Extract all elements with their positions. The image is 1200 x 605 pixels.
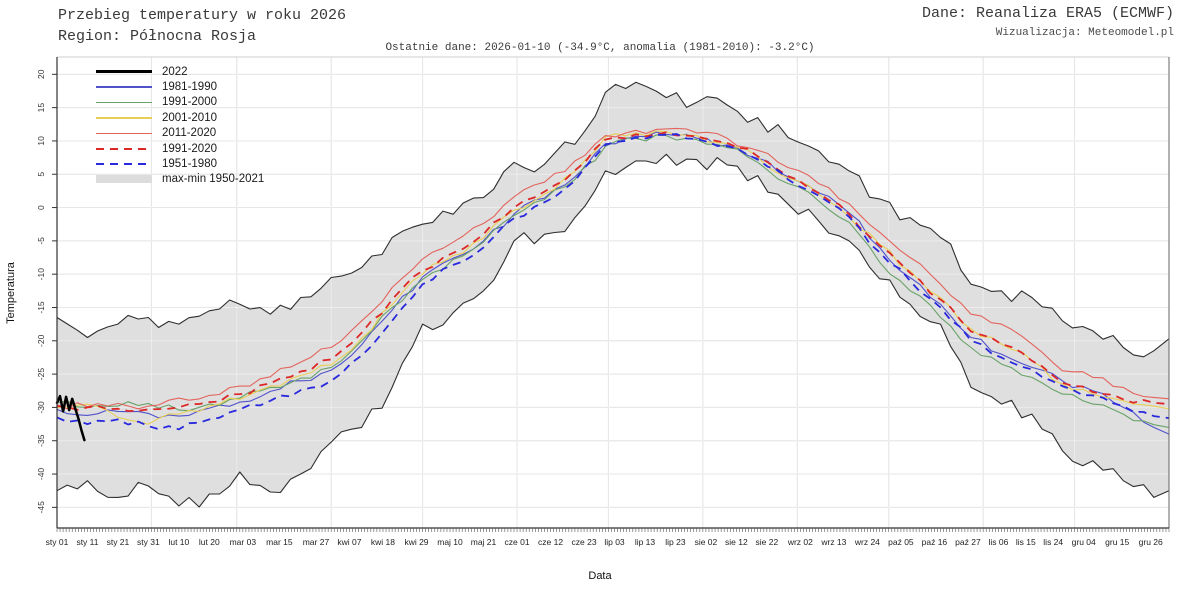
svg-text:cze 01: cze 01	[505, 537, 530, 547]
band-max-edge	[56, 81, 1170, 358]
svg-text:lis 15: lis 15	[1016, 537, 1036, 547]
legend-band-swatch	[96, 175, 152, 184]
svg-text:-40: -40	[36, 468, 46, 481]
svg-text:sty 11: sty 11	[76, 537, 98, 547]
series-2011-2020	[56, 127, 1170, 410]
svg-text:15: 15	[36, 103, 46, 113]
max-min-band	[57, 82, 1169, 508]
y-axis-ticks: 20 15 10 5 0 -5 -10 -15 -20 -25 -30 -35 -40 -45	[36, 69, 57, 513]
svg-text:paź 27: paź 27	[955, 537, 981, 547]
svg-text:lis 24: lis 24	[1043, 537, 1063, 547]
legend-label: 1951-1980	[162, 158, 217, 171]
svg-text:cze 23: cze 23	[572, 537, 597, 547]
page-title: Przebieg temperatury w roku 2026	[58, 7, 347, 24]
svg-text:mar 15: mar 15	[266, 537, 293, 547]
region-subtitle: Region: Północna Rosja	[58, 28, 257, 45]
visualization-credit: Wizualizacja: Meteomodel.pl	[995, 27, 1174, 39]
legend-item-2022: 2022	[96, 64, 264, 79]
series-2022	[55, 394, 86, 442]
svg-text:5: 5	[36, 172, 46, 177]
svg-text:-15: -15	[36, 301, 46, 314]
legend-label: 1991-2000	[162, 96, 217, 109]
last-data-annotation: Ostatnie dane: 2026-01-10 (-34.9°C, anom…	[385, 42, 815, 54]
svg-text:kwi 18: kwi 18	[371, 537, 395, 547]
legend-label: 2022	[162, 65, 188, 78]
legend-item-max-min-1950-2021: max-min 1950-2021	[96, 172, 264, 187]
svg-text:0: 0	[36, 205, 46, 210]
band-min-edge	[56, 153, 1170, 508]
x-axis-day-ticks	[56, 528, 1170, 532]
svg-text:gru 15: gru 15	[1105, 537, 1129, 547]
legend-line-sample	[96, 132, 152, 134]
svg-text:sty 01: sty 01	[46, 537, 69, 547]
title-block: Przebieg temperatury w roku 2026 Region:…	[58, 5, 346, 47]
legend-item-1991-2000: 1991-2000	[96, 95, 264, 110]
svg-text:lis 06: lis 06	[988, 537, 1008, 547]
svg-text:sie 12: sie 12	[725, 537, 748, 547]
svg-text:-30: -30	[36, 401, 46, 414]
svg-text:paź 05: paź 05	[888, 537, 914, 547]
svg-text:-25: -25	[36, 368, 46, 381]
svg-text:sty 21: sty 21	[107, 537, 130, 547]
legend-label: 1991-2020	[162, 142, 217, 155]
svg-text:wrz 24: wrz 24	[854, 537, 880, 547]
svg-text:lut 10: lut 10	[168, 537, 189, 547]
svg-text:-20: -20	[36, 334, 46, 347]
svg-text:mar 27: mar 27	[303, 537, 330, 547]
svg-text:sie 02: sie 02	[695, 537, 718, 547]
svg-text:kwi 07: kwi 07	[337, 537, 361, 547]
legend-line-sample	[96, 101, 152, 104]
legend-item-2011-2020: 2011-2020	[96, 126, 264, 141]
legend-line-sample	[96, 86, 152, 88]
series-2001-2010	[56, 130, 1170, 425]
legend-label: 2001-2010	[162, 111, 217, 124]
y-axis-title: Temperatura	[5, 262, 17, 324]
chart-legend: 2022 1981-1990 1991-2000 2001-2010 2011-2020…	[96, 64, 264, 187]
legend-item-1981-1990: 1981-1990	[96, 79, 264, 94]
svg-text:lip 03: lip 03	[604, 537, 625, 547]
source-block: Dane: Reanaliza ERA5 (ECMWF) Wizualizacj…	[922, 5, 1174, 39]
legend-line-sample	[96, 70, 152, 74]
svg-text:gru 26: gru 26	[1139, 537, 1163, 547]
x-axis-title: Data	[588, 570, 612, 582]
legend-label: 1981-1990	[162, 81, 217, 94]
svg-text:lip 13: lip 13	[635, 537, 656, 547]
svg-text:gru 04: gru 04	[1072, 537, 1096, 547]
x-axis-labels: sty 01 sty 11 sty 21 sty 31 lut 10 lut 20 mar …	[46, 537, 1163, 547]
legend-line-sample	[96, 147, 152, 150]
series-1951-1980	[56, 133, 1170, 431]
svg-text:20: 20	[36, 69, 46, 79]
svg-text:lut 20: lut 20	[199, 537, 220, 547]
svg-text:-35: -35	[36, 434, 46, 447]
legend-line-sample	[96, 163, 152, 166]
svg-text:paź 16: paź 16	[922, 537, 948, 547]
svg-text:-5: -5	[36, 237, 46, 245]
svg-text:lip 23: lip 23	[665, 537, 686, 547]
svg-text:mar 03: mar 03	[230, 537, 257, 547]
svg-text:-10: -10	[36, 268, 46, 281]
svg-text:-45: -45	[36, 501, 46, 514]
svg-text:10: 10	[36, 136, 46, 146]
data-source-label: Dane: Reanaliza ERA5 (ECMWF)	[921, 5, 1174, 22]
legend-line-sample	[96, 117, 152, 119]
svg-text:maj 10: maj 10	[437, 537, 463, 547]
series-1991-2020	[56, 131, 1170, 412]
legend-item-1991-2020: 1991-2020	[96, 141, 264, 156]
svg-text:kwi 29: kwi 29	[404, 537, 428, 547]
svg-text:sty 31: sty 31	[137, 537, 160, 547]
svg-text:cze 12: cze 12	[538, 537, 563, 547]
svg-text:maj 21: maj 21	[471, 537, 497, 547]
svg-text:wrz 02: wrz 02	[787, 537, 813, 547]
svg-text:wrz 13: wrz 13	[820, 537, 846, 547]
legend-label: 2011-2020	[162, 127, 217, 140]
legend-item-1951-1980: 1951-1980	[96, 156, 264, 171]
legend-label: max-min 1950-2021	[162, 173, 265, 186]
legend-item-2001-2010: 2001-2010	[96, 110, 264, 125]
svg-text:sie 22: sie 22	[756, 537, 779, 547]
